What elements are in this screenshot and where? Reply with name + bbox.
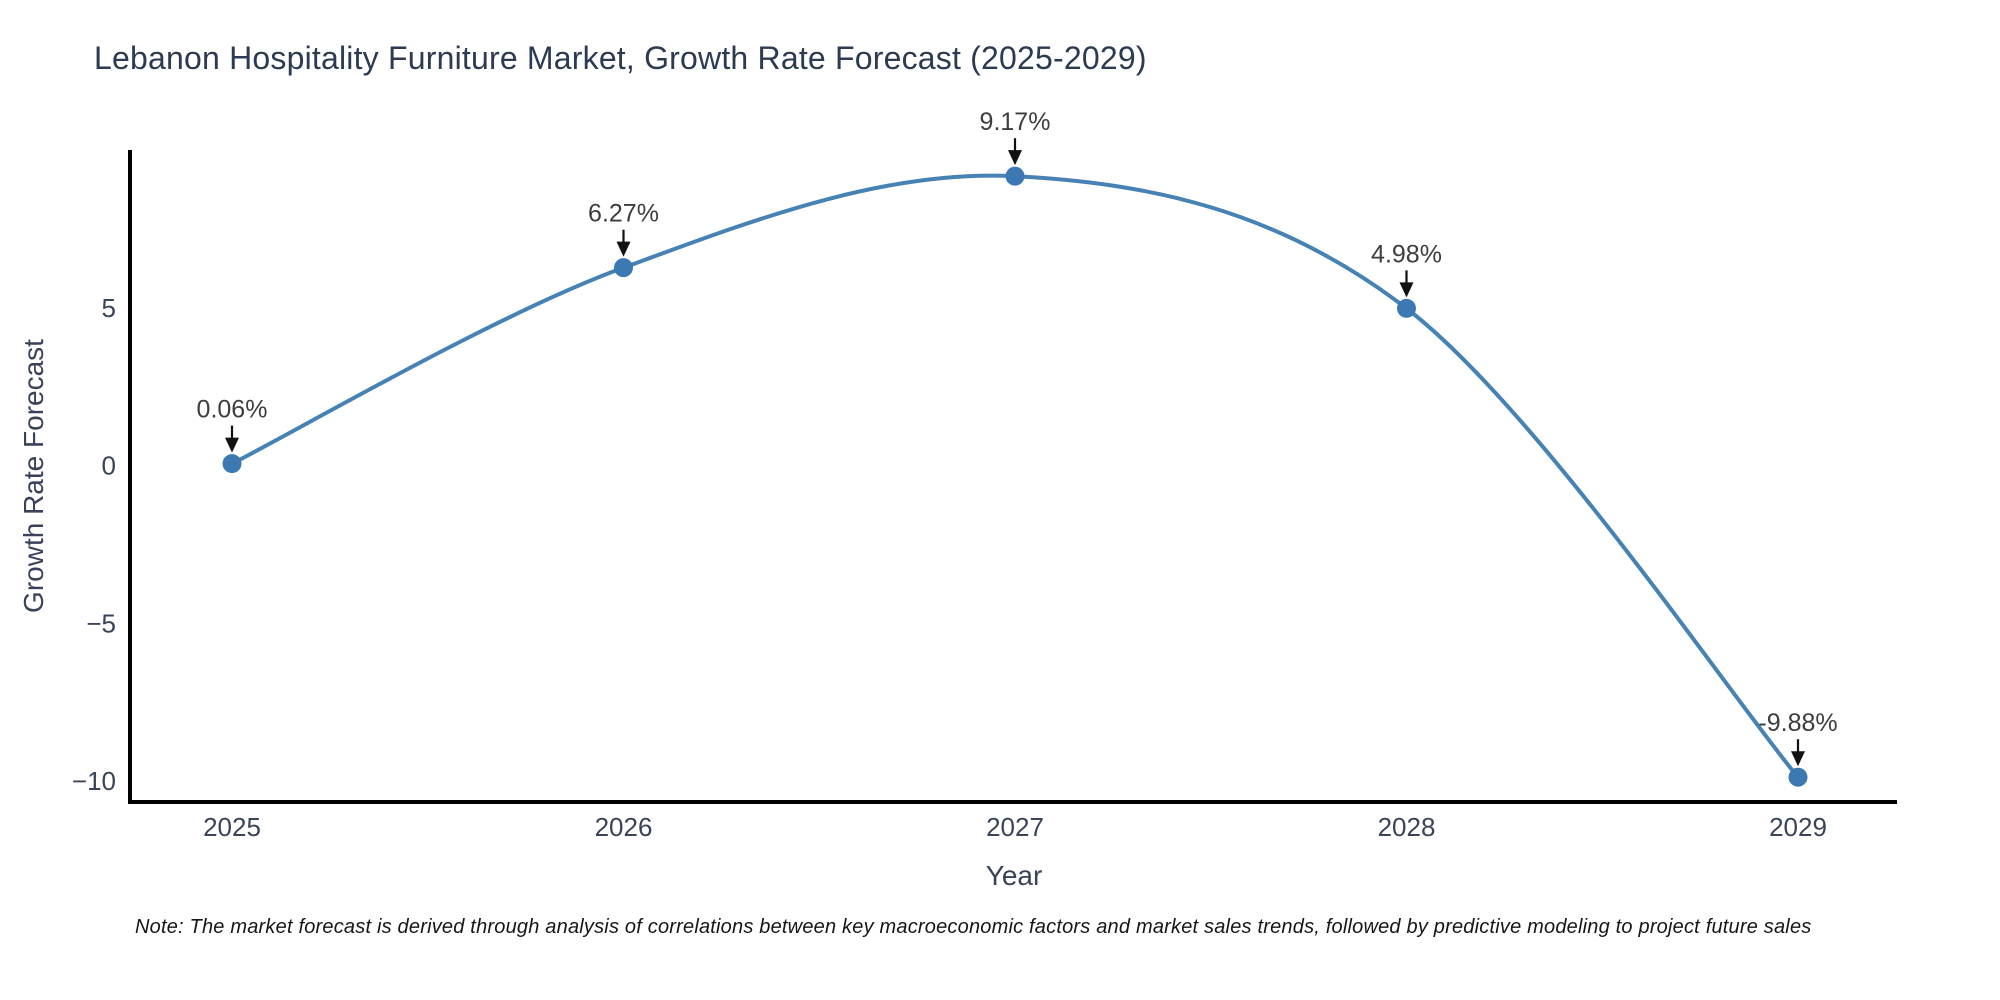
y-tick-label: −10 <box>72 766 116 796</box>
x-tick-label: 2025 <box>203 812 261 842</box>
y-axis-title: Growth Rate Forecast <box>18 339 49 613</box>
footnote: Note: The market forecast is derived thr… <box>135 916 1812 938</box>
x-tick-label: 2026 <box>595 812 653 842</box>
point-value-label: 6.27% <box>588 200 659 228</box>
annotation-arrow-head <box>616 241 631 257</box>
point-value-label: 0.06% <box>197 396 268 424</box>
data-point-2026 <box>614 258 633 278</box>
data-point-2027 <box>1005 166 1025 186</box>
annotation-arrow-head <box>225 437 239 453</box>
y-tick-label: 5 <box>102 293 116 323</box>
data-point-2029 <box>1788 767 1808 787</box>
data-point-2028 <box>1397 298 1416 318</box>
forecast-line <box>230 173 1800 780</box>
point-value-label: 9.17% <box>980 108 1051 136</box>
y-tick-label: −5 <box>86 608 116 638</box>
annotation-arrow-head <box>1791 751 1805 767</box>
x-tick-label: 2028 <box>1378 812 1436 842</box>
chart-title: Lebanon Hospitality Furniture Market, Gr… <box>94 40 1147 76</box>
x-tick-label: 2027 <box>986 812 1044 842</box>
point-value-label: 4.98% <box>1371 240 1442 268</box>
data-point-2025 <box>222 454 242 474</box>
point-value-label: -9.88% <box>1758 709 1837 737</box>
axis-spines <box>128 150 1897 804</box>
annotation-arrow-head <box>1008 150 1022 166</box>
annotation-arrow-head <box>1399 282 1414 298</box>
x-axis-title: Year <box>985 860 1043 891</box>
x-tick-label: 2029 <box>1769 812 1827 842</box>
y-tick-label: 0 <box>102 451 116 481</box>
